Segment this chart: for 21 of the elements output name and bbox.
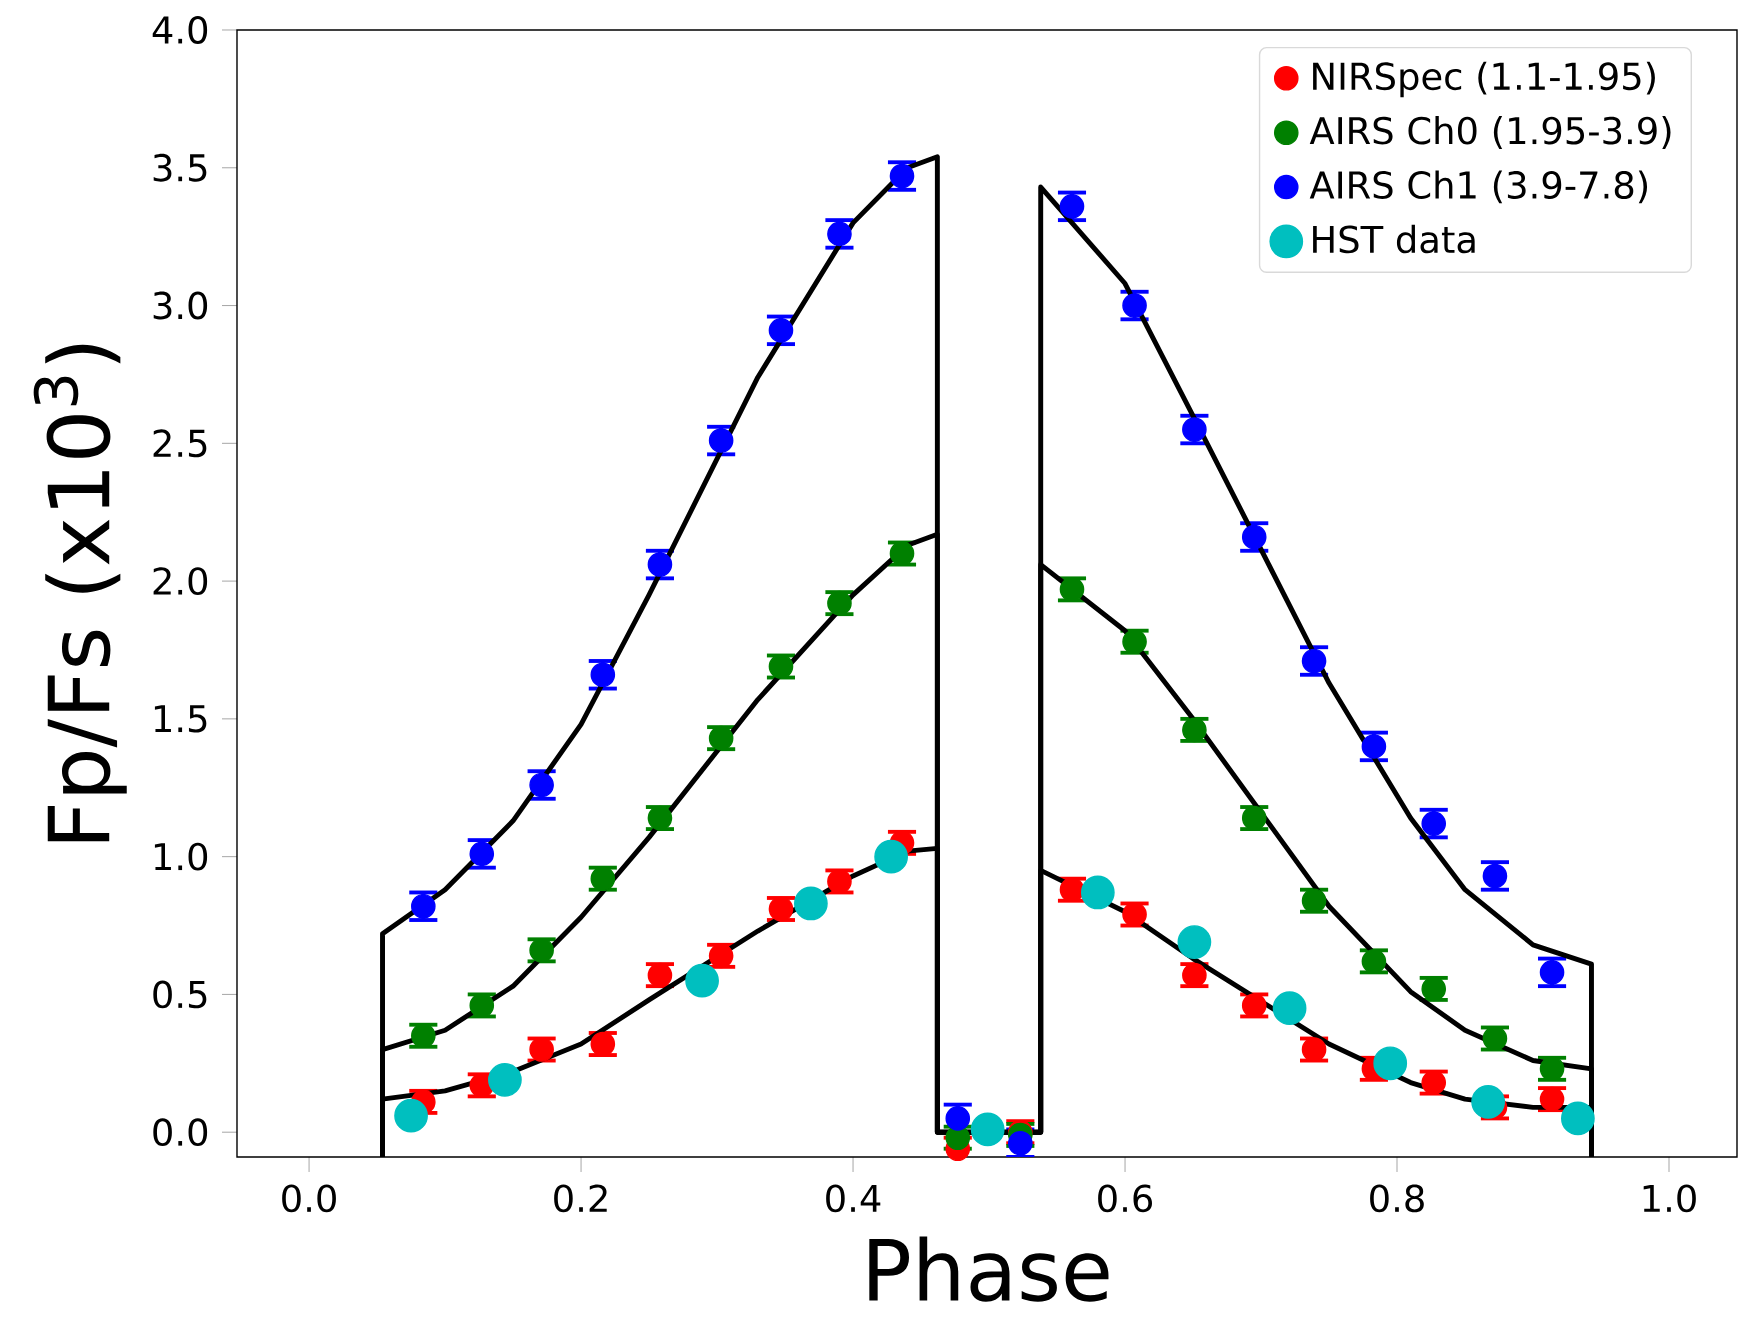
legend-label: HST data	[1313, 224, 1475, 254]
y-tick-label: 4.0	[152, 16, 208, 44]
x-tick-label: 0.8	[1370, 1184, 1424, 1213]
y-tick-label: 2.0	[153, 567, 208, 596]
y-tick-label: 0.0	[153, 1118, 208, 1147]
x-tick-label: 0.0	[282, 1184, 336, 1213]
y-tick-label: 0.5	[153, 980, 207, 1009]
y-axis-title: Fp/Fs (x10$^{3}$)	[33, 344, 127, 842]
y-tick-label: 1.0	[154, 842, 208, 871]
x-tick-label: 1.0	[1643, 1184, 1696, 1213]
legend-label: NIRSpec (1.1-1.95)	[1313, 61, 1655, 98]
legend-label: AIRS Ch1 (3.9-7.8)	[1309, 170, 1648, 204]
x-axis-title: Phase	[869, 1236, 1109, 1302]
x-tick-label: 0.6	[1098, 1184, 1152, 1213]
y-tick-label: 2.5	[153, 429, 207, 458]
legend-label: AIRS Ch0 (1.95-3.9)	[1309, 116, 1671, 149]
x-tick-label: 0.4	[826, 1184, 881, 1213]
x-tick-label: 0.2	[554, 1184, 607, 1213]
y-tick-label: 1.5	[154, 705, 207, 733]
y-tick-label: 3.5	[153, 153, 207, 182]
y-tick-label: 3.0	[153, 291, 208, 320]
